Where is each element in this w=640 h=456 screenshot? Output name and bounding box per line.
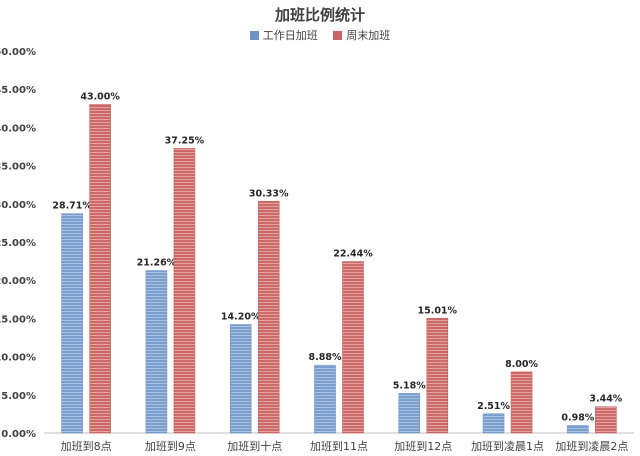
data-label: 30.33% (249, 188, 289, 199)
y-tick-label: 50.00% (0, 47, 36, 58)
y-tick-label: 0.00% (1, 429, 36, 440)
data-label: 0.98% (561, 413, 594, 424)
bar-weekday (398, 393, 421, 434)
bar-weekday (145, 270, 168, 434)
data-label: 8.00% (505, 359, 538, 370)
bar-weekend (257, 200, 280, 434)
bar-weekend (426, 318, 449, 434)
legend-label-weekend: 周末加班 (346, 29, 391, 42)
x-tick-label: 加班到11点 (310, 440, 368, 453)
data-label: 28.71% (52, 201, 92, 212)
y-tick-label: 20.00% (0, 276, 36, 287)
data-label: 15.01% (417, 305, 457, 316)
y-tick-label: 25.00% (0, 238, 36, 249)
bar-weekend (595, 406, 617, 434)
y-tick-label: 40.00% (0, 123, 36, 134)
data-label: 21.26% (137, 258, 177, 269)
y-tick-label: 45.00% (0, 85, 36, 96)
x-tick-label: 加班到凌晨2点 (555, 439, 628, 453)
x-tick-label: 加班到8点 (61, 440, 112, 453)
data-label: 37.25% (165, 135, 205, 146)
bar-weekend (510, 371, 533, 434)
data-label: 14.20% (221, 312, 261, 323)
legend-swatch-weekday (249, 30, 259, 40)
y-tick-label: 10.00% (0, 353, 36, 364)
x-tick-label: 加班到凌晨1点 (471, 439, 544, 453)
data-label: 2.51% (477, 401, 510, 412)
x-tick-label: 加班到十点 (227, 439, 282, 453)
y-tick-label: 35.00% (0, 162, 36, 173)
x-tick-label: 加班到9点 (145, 440, 196, 453)
bar-weekend (342, 261, 364, 434)
bar-weekday (229, 324, 252, 434)
data-label: 22.44% (333, 249, 373, 260)
x-tick-label: 加班到12点 (394, 440, 452, 453)
legend-label-weekday: 工作日加班 (262, 29, 318, 42)
legend-swatch-weekend (333, 30, 343, 40)
bar-weekday (314, 364, 336, 434)
data-label: 5.18% (393, 380, 426, 391)
bar-weekday (567, 425, 589, 434)
y-tick-label: 15.00% (0, 314, 36, 325)
data-label: 3.44% (589, 394, 622, 405)
chart-legend: 工作日加班 周末加班 (0, 27, 640, 43)
legend-item-weekday: 工作日加班 (249, 27, 318, 43)
y-tick-label: 30.00% (0, 200, 36, 211)
y-tick-label: 5.00% (1, 391, 36, 402)
data-label: 43.00% (80, 91, 120, 102)
bar-weekend (173, 148, 196, 434)
legend-item-weekend: 周末加班 (333, 27, 390, 43)
chart-title: 加班比例统计 (274, 6, 365, 24)
data-label: 8.88% (309, 352, 342, 363)
bar-weekend (89, 104, 111, 434)
bar-weekday (482, 413, 505, 434)
bar-weekday (61, 213, 83, 434)
